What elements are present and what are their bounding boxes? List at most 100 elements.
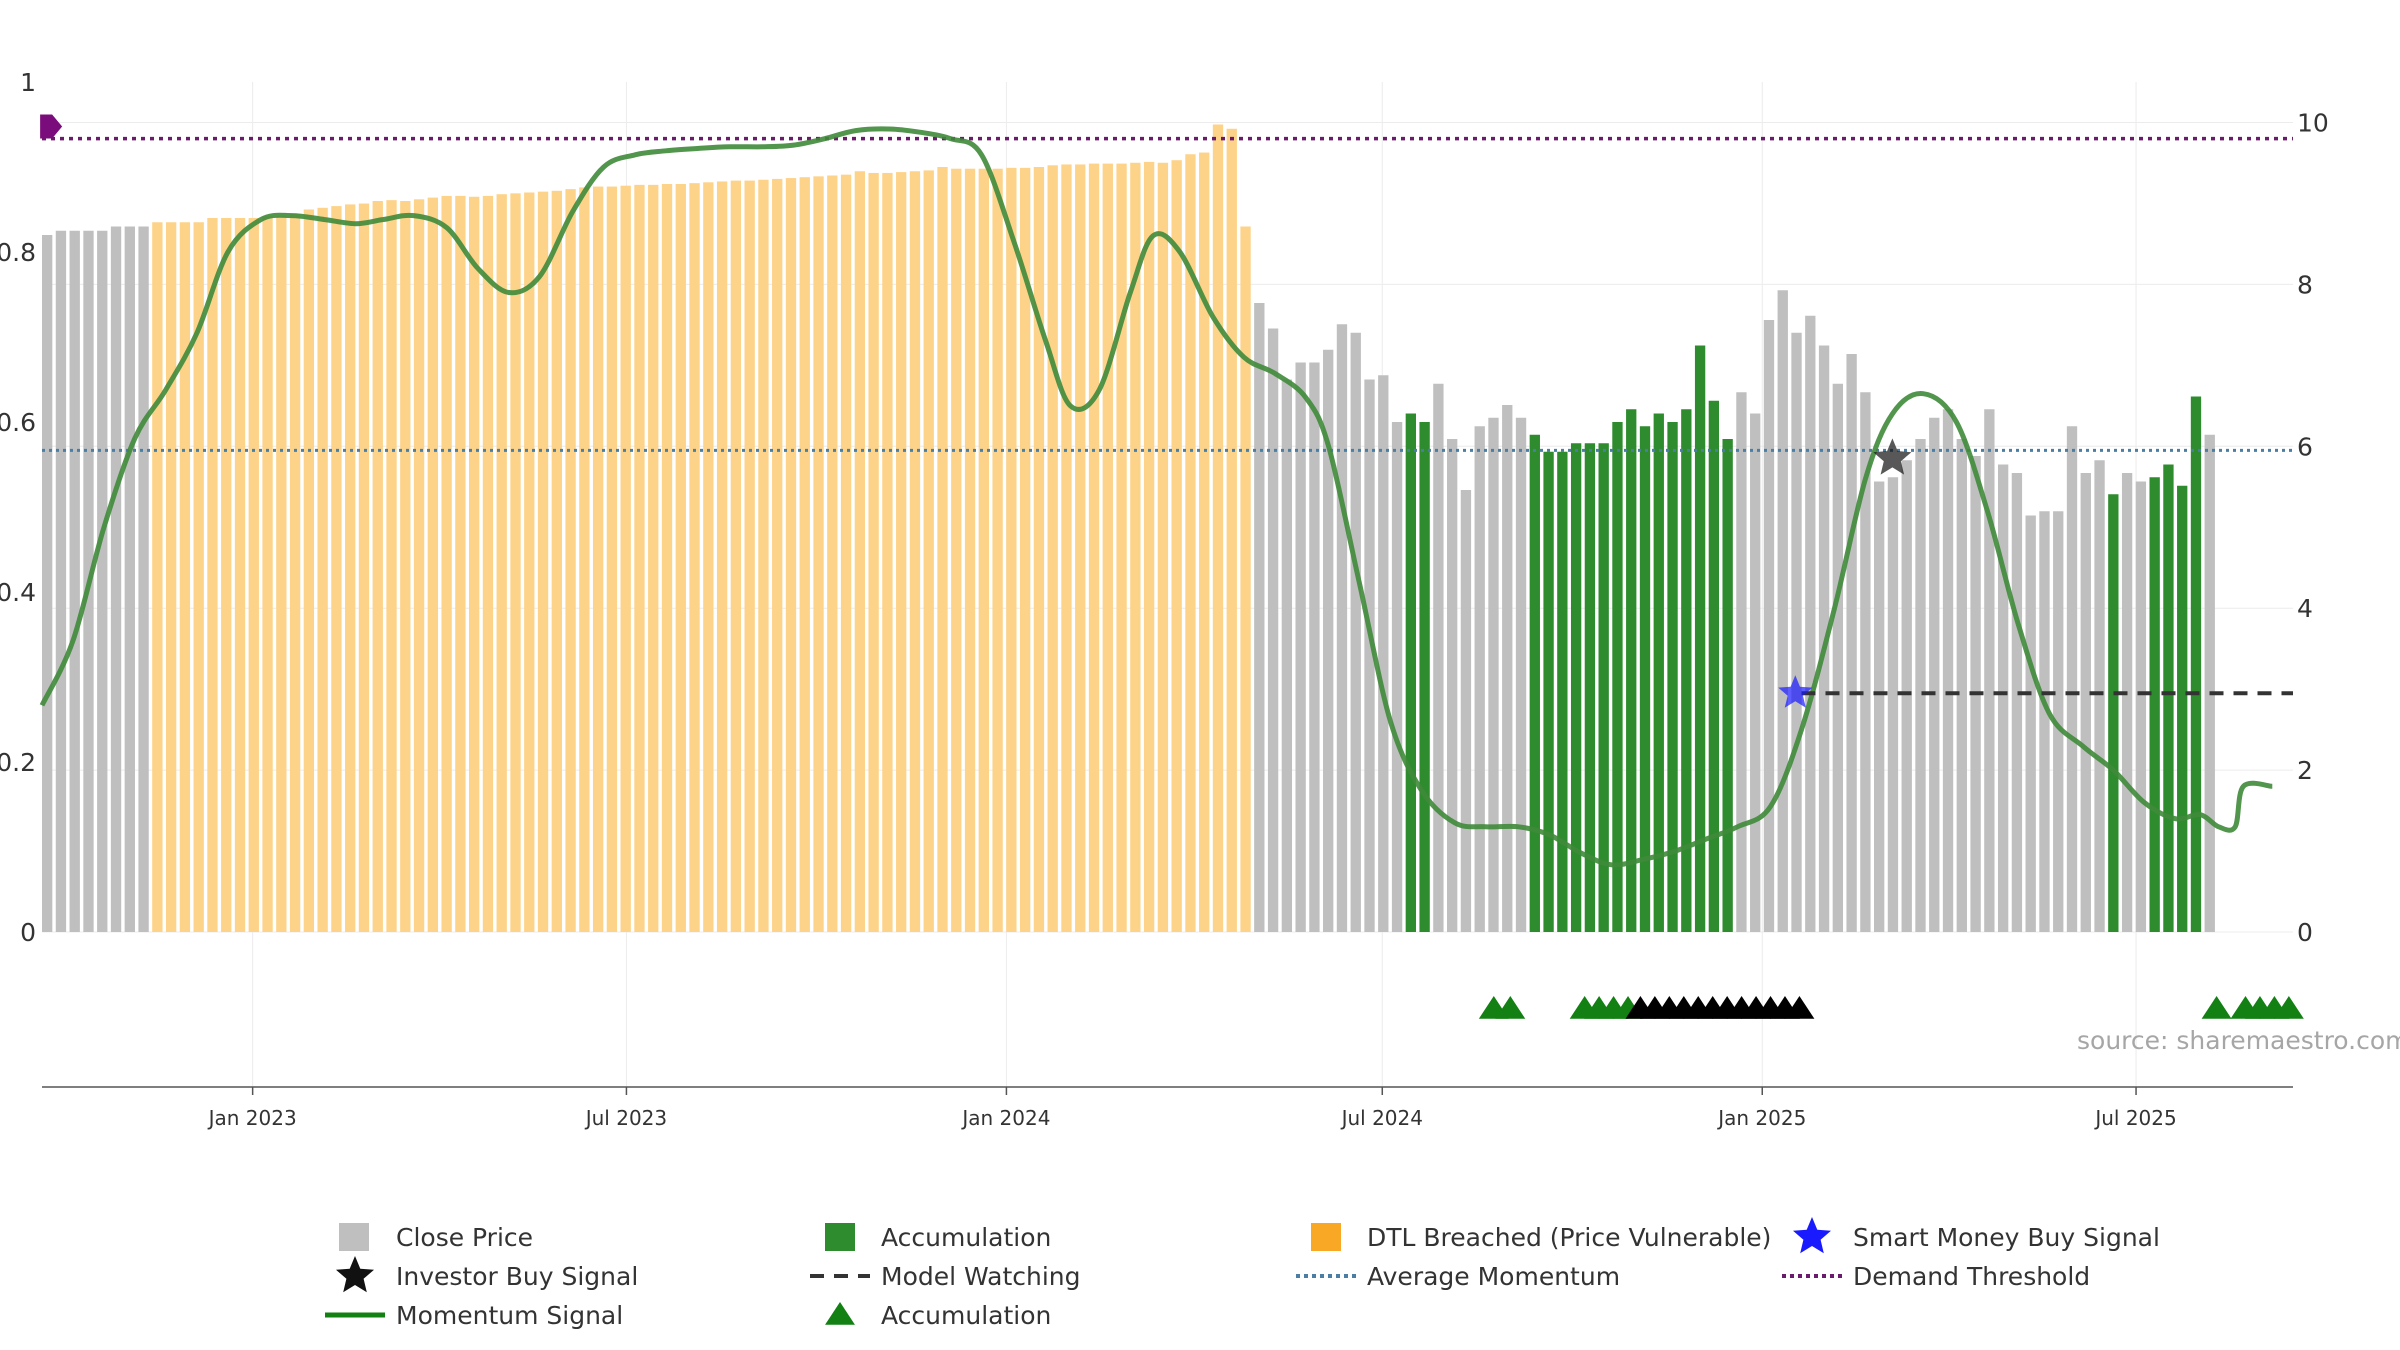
close-price-bar	[2204, 434, 2215, 932]
dtl-breached-bar	[937, 167, 948, 932]
close-price-bar	[1446, 439, 1458, 932]
close-price-bar	[1846, 354, 1857, 932]
legend-accumulation-swatch	[825, 1223, 855, 1251]
dtl-breached-bar	[386, 200, 397, 932]
dtl-breached-bar	[1075, 164, 1086, 932]
accumulation-bar	[2177, 485, 2188, 932]
dtl-breached-bar	[648, 184, 659, 933]
close-price-bar	[1460, 490, 1472, 932]
accumulation-triangle	[2201, 996, 2232, 1019]
dtl-breached-bar	[978, 168, 989, 932]
dtl-breached-bar	[909, 171, 921, 932]
legend-label: Average Momentum	[1367, 1262, 1620, 1291]
close-price-bar	[1474, 426, 1485, 932]
accumulation-bar	[1639, 426, 1651, 932]
legend: Close Price Accumulation DTL Breached (Pri…	[325, 1217, 2160, 1330]
close-price-bar	[1515, 417, 1527, 932]
close-price-bar	[69, 230, 80, 932]
dtl-breached-bar	[1185, 154, 1196, 932]
dtl-breached-bar	[1130, 162, 1141, 932]
dtl-breached-bar	[813, 176, 824, 933]
dtl-breached-bar	[758, 179, 769, 932]
close-price-bar	[42, 235, 53, 932]
dtl-breached-bar	[1116, 163, 1127, 933]
dtl-breached-bar	[565, 189, 576, 933]
dtl-breached-bar	[179, 222, 191, 932]
dtl-breached-bar	[1006, 167, 1017, 933]
legend-label: Momentum Signal	[396, 1301, 623, 1330]
dtl-breached-bar	[716, 181, 728, 932]
close-price-bar	[2080, 473, 2091, 932]
dtl-breached-bar	[262, 216, 273, 933]
accumulation-triangle	[1495, 996, 1526, 1019]
close-price-bar	[1832, 383, 1844, 932]
dtl-breached-bar	[524, 192, 535, 932]
close-price-bar	[138, 226, 149, 932]
dtl-breached-bar	[193, 222, 204, 932]
y-right-tick-label: 10	[2297, 108, 2329, 137]
marker-layer	[40, 114, 2304, 1325]
legend-close-price-swatch	[339, 1223, 369, 1251]
accumulation-bar	[2149, 477, 2160, 932]
dtl-breached-bar	[510, 193, 521, 933]
dtl-breached-bar	[785, 178, 797, 933]
dtl-breached-bar	[882, 172, 893, 932]
dtl-breached-bar	[799, 177, 810, 932]
line-layer	[39, 126, 2293, 868]
close-price-bar	[2121, 473, 2133, 932]
dtl-breached-bar	[1157, 162, 1169, 932]
legend-label: DTL Breached (Price Vulnerable)	[1367, 1223, 1771, 1252]
close-price-bar	[1984, 409, 1995, 932]
close-price-bar	[2066, 426, 2078, 932]
close-price-bar	[2053, 511, 2064, 932]
close-price-bar	[1860, 392, 1871, 932]
bar-layer	[42, 124, 2215, 933]
accumulation-bar	[1405, 413, 1416, 932]
investor-buy-signal-marker	[1873, 438, 1912, 475]
dtl-breached-bar	[551, 190, 562, 933]
dtl-breached-bar	[827, 175, 838, 932]
dtl-breached-bar	[400, 201, 411, 932]
legend-label: Smart Money Buy Signal	[1853, 1223, 2160, 1252]
smart-money-buy-signal-marker	[1778, 675, 1813, 708]
close-price-bar	[1997, 464, 2009, 932]
close-price-bar	[1336, 324, 1348, 932]
legend-label: Accumulation	[881, 1301, 1051, 1330]
legend-label: Accumulation	[881, 1223, 1051, 1252]
accumulation-bar	[1694, 345, 1706, 932]
y-left-tick-label: 1	[20, 68, 36, 97]
dtl-breached-bar	[482, 195, 494, 932]
dtl-breached-bar	[730, 180, 742, 933]
close-price-bar	[1295, 362, 1306, 932]
legend-dtl-swatch	[1311, 1223, 1341, 1251]
dtl-breached-bar	[413, 199, 425, 933]
close-price-bar	[1901, 460, 1912, 932]
dtl-breached-bar	[1033, 167, 1045, 932]
close-price-bar	[1763, 320, 1775, 932]
dtl-breached-bar	[496, 194, 507, 932]
accumulation-bar	[1584, 443, 1596, 932]
dtl-breached-bar	[606, 186, 618, 933]
dtl-breached-bar	[1240, 226, 1251, 932]
dtl-breached-bar	[276, 216, 287, 933]
close-price-bar	[110, 226, 122, 932]
dtl-breached-bar	[1061, 164, 1072, 932]
dtl-breached-bar	[207, 218, 218, 932]
y-right-tick-label: 2	[2297, 756, 2313, 785]
dtl-breached-bar	[1199, 152, 1210, 933]
dtl-breached-bar	[469, 196, 480, 932]
legend-investor-icon	[336, 1256, 374, 1293]
close-price-bar	[1805, 315, 1816, 932]
y-left-tick-label: 0	[20, 918, 36, 947]
x-tick-label: Jan 2025	[1716, 1106, 1806, 1130]
close-price-bar	[1887, 477, 1899, 932]
y-right-tick-label: 8	[2297, 270, 2313, 299]
dtl-breached-bar	[1226, 128, 1237, 932]
y-right-tick-label: 0	[2297, 918, 2313, 947]
close-price-bar	[1956, 439, 1967, 932]
close-price-bar	[1281, 379, 1293, 932]
close-price-bar	[1736, 392, 1747, 932]
close-price-bar	[2135, 481, 2147, 932]
dtl-breached-bar	[331, 206, 342, 933]
